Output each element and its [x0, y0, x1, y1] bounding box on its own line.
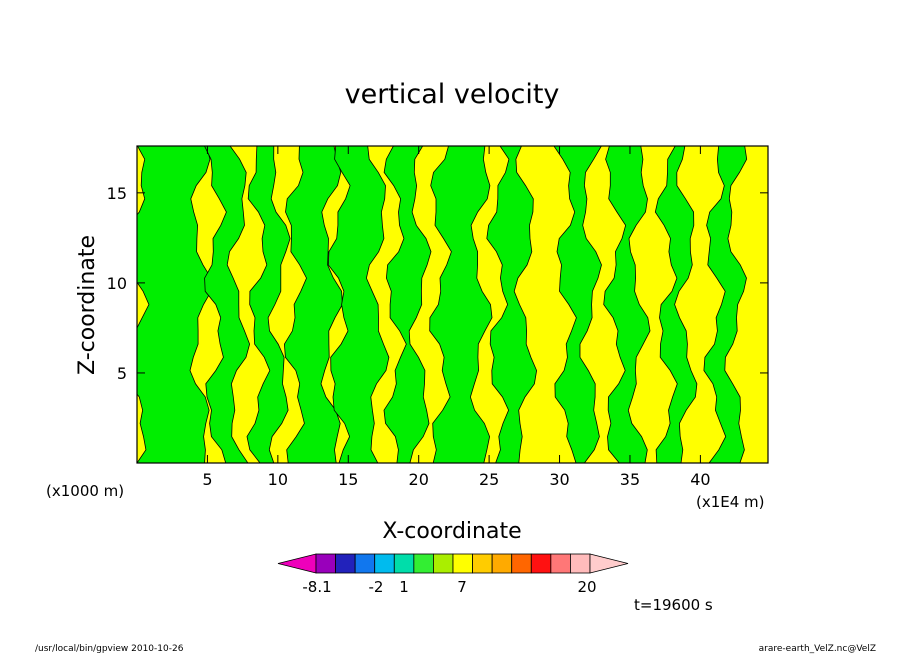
x-axis-label: X-coordinate — [382, 519, 521, 544]
negative-velocity-region — [137, 146, 212, 463]
colorbar-high-arrow — [589, 553, 629, 574]
colorbar-segment — [550, 553, 571, 574]
x-tick-label: 20 — [409, 470, 429, 489]
x-unit-left: (x1000 m) — [46, 482, 124, 500]
colorbar-label: 1 — [399, 578, 409, 596]
colorbar-low-arrow — [277, 553, 317, 574]
y-axis-label: Z-coordinate — [75, 235, 100, 375]
colorbar-segment — [570, 553, 591, 574]
footer-left: /usr/local/bin/gpview 2010-10-26 — [35, 644, 184, 654]
x-tick-label: 30 — [549, 470, 569, 489]
negative-velocity-region — [603, 146, 651, 463]
x-tick-label: 25 — [479, 470, 499, 489]
colorbar-segment — [335, 553, 356, 574]
colorbar-segment — [413, 553, 434, 574]
colorbar-segment — [315, 553, 336, 574]
x-tick-label: 35 — [620, 470, 640, 489]
negative-velocity-region — [553, 146, 602, 463]
y-tick-label: 15 — [107, 184, 127, 203]
colorbar-segment — [393, 553, 415, 574]
colorbar-segment — [472, 553, 493, 574]
chart-title: vertical velocity — [345, 79, 560, 110]
negative-velocity-region — [327, 146, 390, 463]
x-tick-label: 10 — [268, 470, 288, 489]
y-tick-label: 5 — [117, 364, 127, 383]
colorbar-label: -8.1 — [302, 578, 331, 596]
colorbar-segment — [433, 553, 454, 574]
plot-frame — [136, 145, 769, 464]
colorbar-label: 20 — [577, 578, 596, 596]
plot-area — [137, 146, 768, 463]
x-tick-label: 15 — [338, 470, 358, 489]
negative-velocity-region — [283, 146, 343, 463]
colorbar-label: 7 — [457, 578, 467, 596]
negative-velocity-region — [654, 146, 698, 463]
negative-velocity-region — [703, 146, 748, 463]
negative-velocity-region — [429, 146, 493, 463]
negative-velocity-region — [246, 146, 291, 463]
negative-velocity-region — [383, 146, 432, 463]
footer-right: arare-earth_VelZ.nc@VelZ — [759, 644, 876, 654]
x-unit-right: (x1E4 m) — [696, 493, 765, 511]
colorbar-segment — [530, 553, 552, 574]
negative-velocity-region — [204, 146, 251, 463]
time-label: t=19600 s — [634, 596, 713, 614]
colorbar-segment — [511, 553, 532, 574]
colorbar — [277, 553, 629, 574]
x-tick-label: 40 — [690, 470, 710, 489]
colorbar-segment — [452, 553, 473, 574]
negative-velocity-region — [486, 146, 538, 463]
colorbar-segment — [374, 553, 395, 574]
colorbar-segment — [354, 553, 376, 574]
colorbar-label: -2 — [369, 578, 384, 596]
x-tick-label: 5 — [202, 470, 212, 489]
colorbar-segment — [491, 553, 513, 574]
y-tick-label: 10 — [107, 274, 127, 293]
